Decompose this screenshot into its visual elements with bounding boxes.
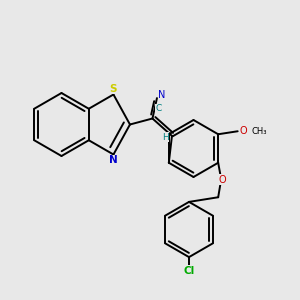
Text: CH₃: CH₃ xyxy=(251,127,267,136)
Text: H: H xyxy=(162,133,169,142)
Text: N: N xyxy=(158,89,165,100)
Text: N: N xyxy=(109,155,118,165)
Text: O: O xyxy=(219,175,226,184)
Text: C: C xyxy=(155,104,162,113)
Text: S: S xyxy=(110,84,117,94)
Text: O: O xyxy=(239,126,247,136)
Text: Cl: Cl xyxy=(183,266,195,276)
